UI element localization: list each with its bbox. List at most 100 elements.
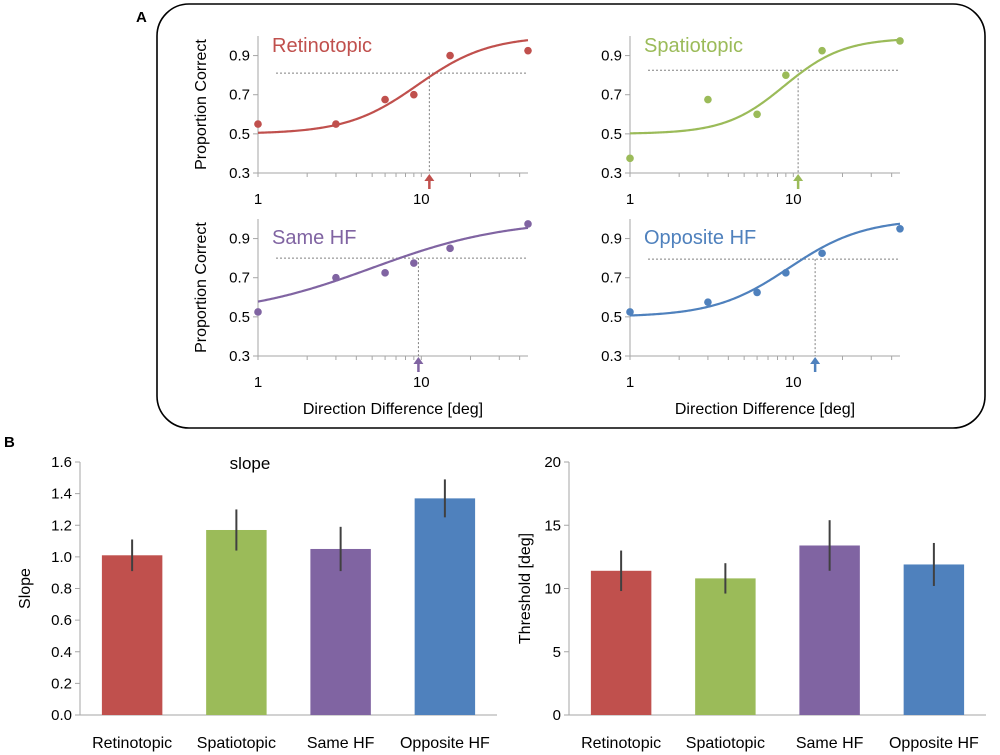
psy0-y-tick-label: 0.7	[229, 87, 250, 104]
psy0-y-tick-label: 0.9	[229, 48, 250, 65]
psy3-data-point	[626, 308, 634, 316]
bar4-y-tick-label: 1.0	[51, 549, 72, 566]
bar4-bar-opposite-hf	[414, 498, 476, 715]
bar5-category-label: Spatiotopic	[686, 735, 765, 752]
psy1-y-tick-label: 0.9	[601, 48, 622, 65]
psy0-x-tick-label: 1	[254, 191, 262, 208]
psy0-threshold-arrow-head	[424, 174, 435, 181]
bar5-bar-spatiotopic	[695, 578, 756, 715]
bar5-bar-same-hf	[799, 545, 860, 715]
bar4-y-axis-label: Slope	[17, 568, 34, 609]
psy0-data-point	[524, 46, 532, 55]
psy2-threshold-arrow-head	[413, 357, 424, 364]
psy2-data-point	[410, 259, 418, 267]
psy2-y-tick-label: 0.9	[229, 231, 250, 248]
bar4-y-tick-label: 1.4	[51, 486, 72, 503]
psy3-data-point	[896, 224, 904, 233]
bar4-category-label: Opposite HF	[400, 735, 490, 752]
psy2-x-axis-label: Direction Difference [deg]	[303, 401, 483, 418]
psy1-data-point	[782, 71, 790, 79]
psy3-threshold-arrow-head	[810, 357, 821, 364]
psy3-y-tick-label: 0.9	[601, 231, 622, 248]
psy3-y-tick-label: 0.7	[601, 270, 622, 287]
psy0-data-point	[410, 90, 418, 99]
psy2-data-point	[381, 269, 389, 277]
psy3-data-point	[704, 298, 712, 306]
psy3-x-tick-label: 10	[785, 374, 802, 391]
psy3-x-tick-label: 1	[626, 374, 634, 391]
psy3-data-point	[818, 249, 826, 258]
bar5-category-label: Retinotopic	[581, 735, 661, 752]
bar5-bar-opposite-hf	[903, 564, 965, 715]
bar5-category-label: Same HF	[796, 735, 864, 752]
psy1-y-tick-label: 0.5	[601, 126, 622, 143]
psy2-y-tick-label: 0.5	[229, 309, 250, 326]
psy1-data-point	[818, 46, 826, 55]
psy0-data-point	[446, 51, 454, 60]
psy2-y-tick-label: 0.7	[229, 270, 250, 287]
bar5-y-tick-label: 15	[544, 517, 561, 534]
psy2-x-tick-label: 1	[254, 374, 262, 391]
bar4-y-tick-label: 0.4	[51, 644, 72, 661]
psy1-y-tick-label: 0.7	[601, 87, 622, 104]
panel-label-a: A	[136, 9, 147, 26]
bar4-category-label: Retinotopic	[92, 735, 172, 752]
bar5-y-axis-label: Threshold [deg]	[517, 533, 534, 644]
bar5-y-tick-label: 5	[553, 644, 561, 661]
psy2-y-axis-label: Proportion Correct	[193, 222, 210, 353]
psy2-title: Same HF	[272, 227, 356, 249]
psy1-fit-curve	[629, 38, 901, 135]
bar5-category-label: Opposite HF	[889, 735, 979, 752]
psy3-data-point	[782, 269, 790, 277]
psy3-x-axis-label: Direction Difference [deg]	[675, 401, 855, 418]
bar5-y-tick-label: 0	[553, 707, 561, 724]
psy3-data-point	[753, 288, 761, 297]
psy2-y-tick-label: 0.3	[229, 348, 250, 365]
psy2-data-point	[332, 273, 340, 282]
psy0-data-point	[381, 95, 389, 104]
bar5-y-tick-label: 20	[544, 454, 561, 471]
bar4-bar-retinotopic	[101, 555, 163, 715]
psy1-data-point	[896, 37, 904, 45]
psy2-data-point	[524, 220, 532, 228]
psy0-title: Retinotopic	[272, 35, 372, 57]
bar4-bar-same-hf	[310, 548, 371, 715]
psy0-x-tick-label: 10	[413, 191, 430, 208]
bar4-y-tick-label: 1.6	[51, 454, 72, 471]
psy3-title: Opposite HF	[644, 227, 756, 249]
psy0-y-tick-label: 0.5	[229, 126, 250, 143]
bar4-category-label: Spatiotopic	[197, 735, 276, 752]
bar4-y-tick-label: 0.2	[51, 675, 72, 692]
psy1-data-point	[753, 110, 761, 119]
bar5-bar-retinotopic	[590, 570, 652, 715]
psy0-data-point	[332, 120, 340, 128]
bar4-title: slope	[230, 454, 271, 473]
psy0-data-point	[254, 120, 262, 128]
panel-label-b: B	[4, 434, 15, 451]
psy0-y-tick-label: 0.3	[229, 165, 250, 182]
psy1-data-point	[704, 95, 712, 104]
psy1-title: Spatiotopic	[644, 35, 743, 57]
psy2-data-point	[254, 308, 262, 316]
psy2-data-point	[446, 244, 454, 253]
psy1-data-point	[626, 154, 634, 163]
psy3-y-tick-label: 0.5	[601, 309, 622, 326]
psy3-y-tick-label: 0.3	[601, 348, 622, 365]
bar4-category-label: Same HF	[307, 735, 375, 752]
bar4-y-tick-label: 0.8	[51, 581, 72, 598]
psy3-fit-curve	[629, 222, 901, 317]
psy0-y-axis-label: Proportion Correct	[193, 39, 210, 170]
psy2-x-tick-label: 10	[413, 374, 430, 391]
bar4-y-tick-label: 0.6	[51, 612, 72, 629]
bar4-y-tick-label: 1.2	[51, 517, 72, 534]
psy1-x-tick-label: 10	[785, 191, 802, 208]
psy0-fit-curve	[257, 39, 529, 134]
bar4-bar-spatiotopic	[206, 529, 267, 715]
psy1-y-tick-label: 0.3	[601, 165, 622, 182]
psy1-x-tick-label: 1	[626, 191, 634, 208]
psy2-fit-curve	[257, 226, 529, 303]
panel-a-frame	[156, 3, 986, 429]
bar5-y-tick-label: 10	[544, 581, 561, 598]
